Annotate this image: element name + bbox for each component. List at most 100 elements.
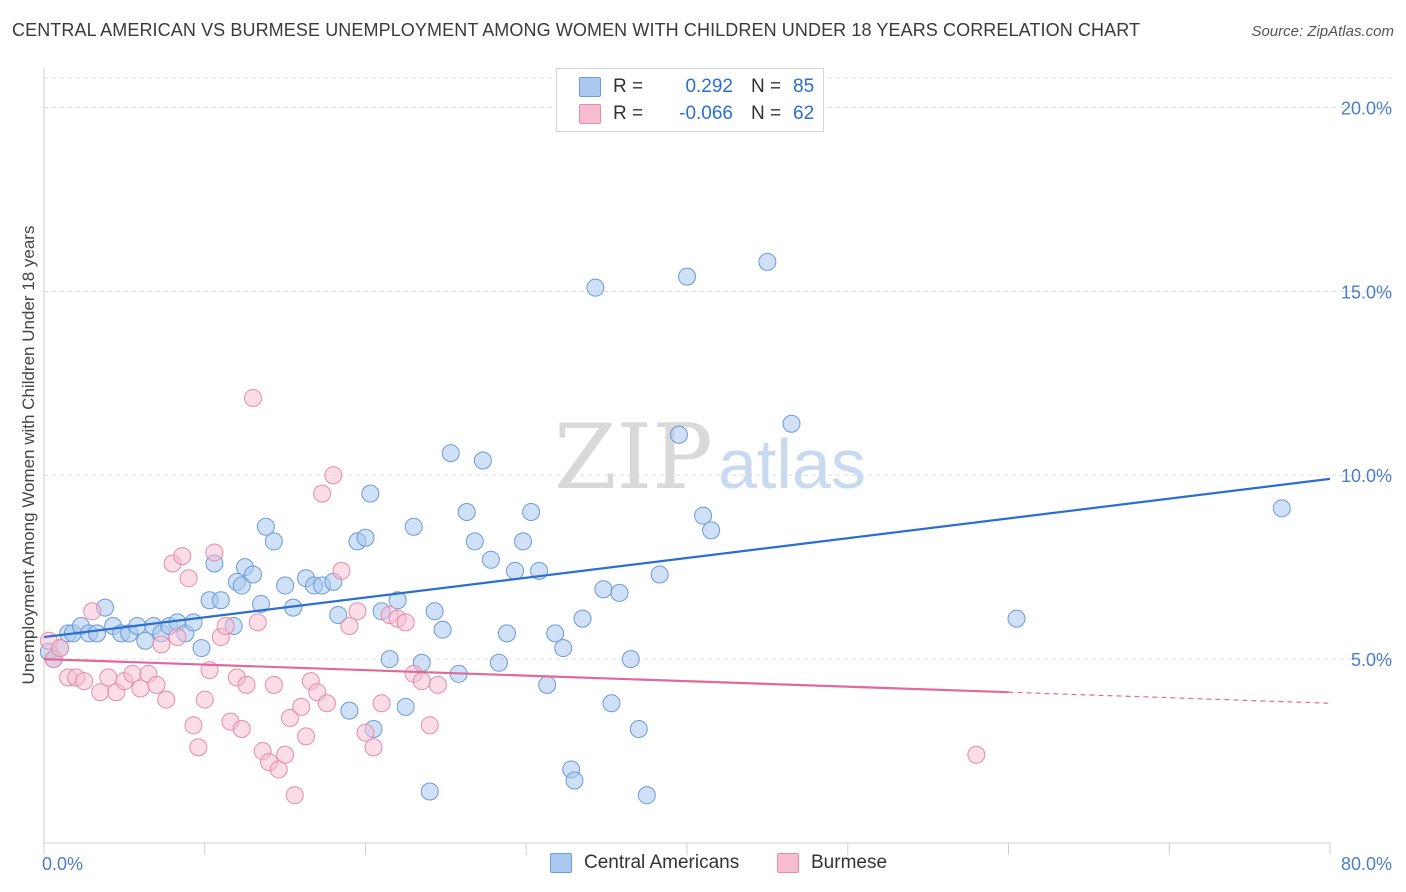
chart-source: Source: ZipAtlas.com: [1251, 23, 1394, 40]
data-point-burmese: [967, 745, 986, 764]
data-point-burmese: [297, 727, 316, 746]
bottom-legend-burmese: Burmese: [777, 852, 887, 874]
data-point-burmese: [205, 543, 224, 562]
y-axis-label: Unemployment Among Women with Children U…: [19, 226, 38, 685]
data-point-central-americans: [554, 639, 573, 658]
data-point-burmese: [75, 672, 94, 691]
data-point-burmese: [313, 484, 332, 503]
watermark: ZIP atlas: [554, 405, 866, 510]
data-point-central-americans: [465, 532, 484, 551]
data-point-central-americans: [565, 771, 584, 790]
bottom-legend-label-pink: Burmese: [811, 852, 888, 873]
data-point-central-americans: [356, 528, 375, 547]
data-point-central-americans: [758, 252, 777, 271]
data-point-central-americans: [1272, 499, 1291, 518]
data-point-burmese: [168, 628, 187, 647]
data-point-central-americans: [573, 609, 592, 628]
y-tick-label: 20.0%: [1341, 98, 1392, 118]
data-point-burmese: [147, 675, 166, 694]
axes: [43, 68, 1331, 855]
data-point-burmese: [285, 786, 304, 805]
data-point-central-americans: [782, 414, 801, 433]
data-point-burmese: [317, 694, 336, 713]
legend-swatch-pink: [579, 104, 601, 124]
bottom-legend-central-americans: Central Americans: [550, 852, 739, 874]
data-point-central-americans: [425, 602, 444, 621]
legend-row-burmese: R = -0.066 N = 62: [579, 101, 814, 127]
data-point-burmese: [324, 466, 343, 485]
data-point-central-americans: [420, 782, 439, 801]
data-point-burmese: [243, 388, 262, 407]
data-point-central-americans: [192, 639, 211, 658]
data-point-central-americans: [361, 484, 380, 503]
data-point-burmese: [83, 602, 102, 621]
data-point-burmese: [216, 617, 235, 636]
bottom-legend-swatch-pink: [777, 853, 799, 873]
data-point-burmese: [91, 683, 110, 702]
data-point-central-americans: [610, 583, 629, 602]
data-point-central-americans: [388, 591, 407, 610]
data-point-central-americans: [669, 425, 688, 444]
x-tick-label: 0.0%: [42, 854, 83, 874]
data-point-central-americans: [433, 620, 452, 639]
data-point-central-americans: [514, 532, 533, 551]
data-point-central-americans: [264, 532, 283, 551]
legend-r-value: -0.066: [679, 103, 733, 124]
trend-line-burmese: [43, 658, 1009, 694]
data-point-central-americans: [489, 653, 508, 672]
data-point-burmese: [157, 690, 176, 709]
legend-n-label: N =: [751, 76, 782, 97]
data-point-burmese: [99, 668, 118, 687]
data-point-burmese: [237, 675, 256, 694]
data-point-central-americans: [678, 267, 696, 286]
data-point-central-americans: [256, 517, 275, 536]
data-point-burmese: [232, 719, 251, 738]
data-point-burmese: [195, 690, 214, 709]
data-point-burmese: [420, 716, 439, 735]
data-point-central-americans: [184, 613, 203, 632]
data-point-burmese: [189, 738, 208, 757]
data-point-burmese: [372, 694, 391, 713]
data-point-central-americans: [441, 444, 460, 463]
data-point-central-americans: [602, 694, 621, 713]
data-point-burmese: [152, 635, 171, 654]
data-point-central-americans: [538, 675, 557, 694]
data-point-burmese: [123, 664, 142, 683]
data-point-burmese: [276, 745, 295, 764]
data-point-burmese: [364, 738, 383, 757]
legend-r-label: R =: [613, 76, 644, 97]
data-point-burmese: [51, 639, 70, 658]
data-point-central-americans: [243, 565, 262, 584]
data-point-central-americans: [252, 594, 271, 613]
data-point-burmese: [340, 617, 359, 636]
y-tick-label: 15.0%: [1341, 282, 1392, 302]
data-point-burmese: [428, 675, 447, 694]
bottom-legend-swatch-blue: [550, 853, 572, 873]
data-point-central-americans: [505, 561, 524, 580]
data-point-burmese: [179, 569, 198, 588]
bottom-legend-label-blue: Central Americans: [584, 852, 740, 873]
data-point-central-americans: [473, 451, 492, 470]
data-point-central-americans: [637, 786, 656, 805]
data-point-burmese: [396, 613, 415, 632]
data-point-central-americans: [329, 605, 348, 624]
data-point-burmese: [131, 679, 150, 698]
data-point-central-americans: [404, 517, 423, 536]
legend-n-label: N =: [751, 103, 782, 124]
data-point-central-americans: [232, 576, 251, 595]
data-point-central-americans: [481, 550, 500, 569]
data-point-central-americans: [497, 624, 516, 643]
data-point-central-americans: [621, 650, 640, 669]
legend-r-value: 0.292: [685, 76, 733, 97]
data-point-burmese: [248, 613, 267, 632]
data-point-burmese: [348, 602, 367, 621]
data-point-burmese: [356, 723, 375, 742]
data-point-burmese: [332, 561, 351, 580]
data-point-central-americans: [650, 565, 669, 584]
trend-line-burmese-extension: [1008, 691, 1331, 704]
legend-row-central-americans: R = 0.292 N = 85: [579, 74, 814, 100]
watermark-zip: ZIP: [554, 405, 713, 510]
data-point-burmese: [412, 672, 431, 691]
data-point-central-americans: [136, 631, 155, 650]
